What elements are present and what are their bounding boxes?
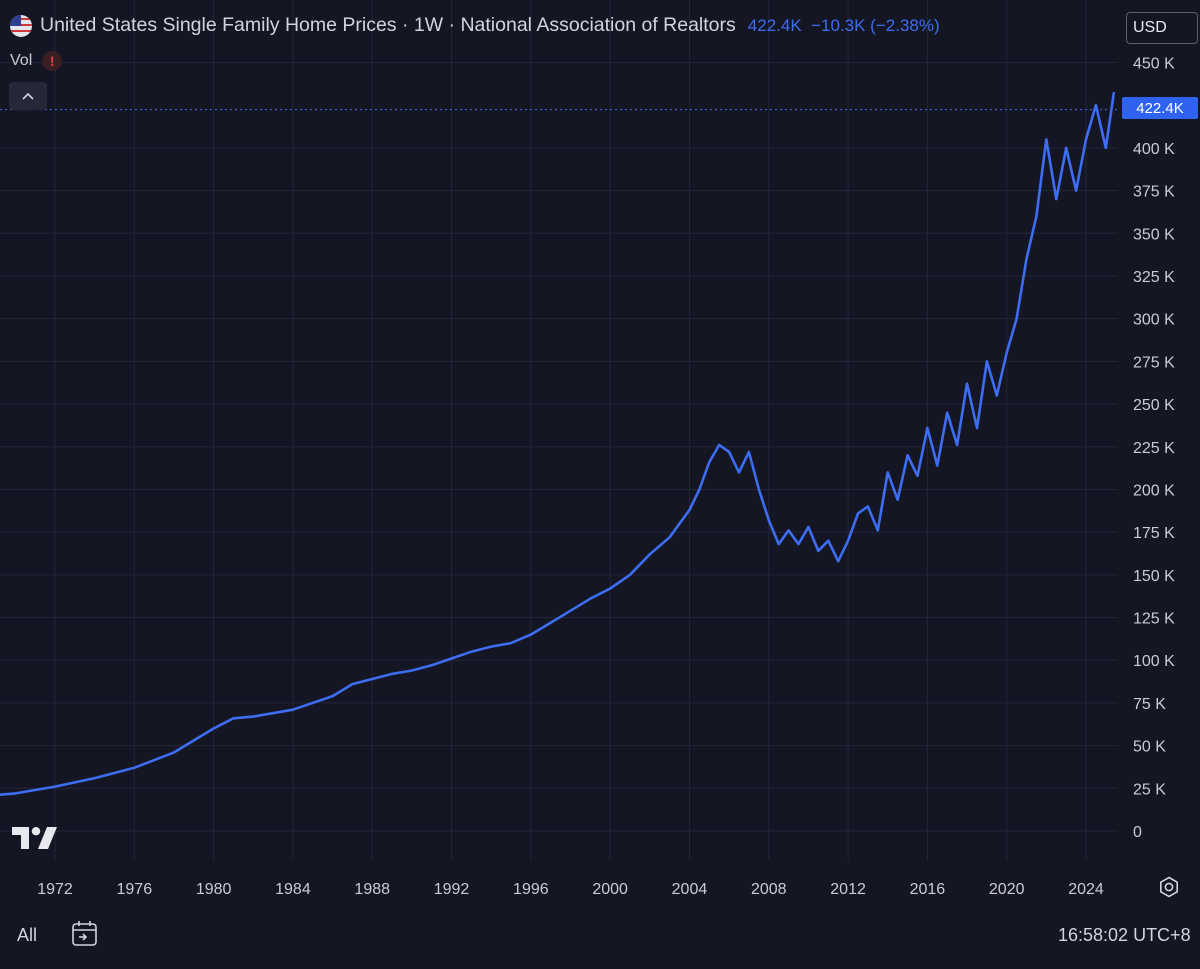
calendar-goto-icon[interactable] (70, 919, 100, 954)
y-tick-label: 400 K (1133, 141, 1175, 158)
y-tick-label: 250 K (1133, 397, 1175, 414)
x-tick-label: 2016 (910, 881, 946, 898)
volume-indicator[interactable]: Vol ! (10, 51, 63, 71)
y-tick-label: 325 K (1133, 269, 1175, 286)
settings-icon[interactable] (1158, 876, 1180, 903)
grid-lines (0, 0, 1118, 860)
y-tick-label: 225 K (1133, 440, 1175, 457)
x-tick-label: 1992 (434, 881, 470, 898)
y-tick-label: 50 K (1133, 739, 1166, 756)
y-tick-label: 125 K (1133, 611, 1175, 628)
price-chart[interactable]: 0 25 K 50 K 75 K 100 K 125 K 150 K 175 K 200 K 22… (0, 0, 1200, 907)
tradingview-logo-icon[interactable] (12, 827, 58, 856)
chart-header: United States Single Family Home Prices … (10, 14, 940, 37)
range-all-button[interactable]: All (17, 925, 38, 945)
x-axis: 1972 1976 1980 1984 1988 1992 1996 2000 2004 2008… (37, 881, 1104, 898)
currency-label: USD (1133, 19, 1167, 36)
chart-title: United States Single Family Home Prices … (40, 14, 736, 36)
y-tick-label: 350 K (1133, 226, 1175, 243)
x-tick-label: 1980 (196, 881, 232, 898)
x-tick-label: 2020 (989, 881, 1025, 898)
y-tick-label: 150 K (1133, 568, 1175, 585)
series-line (0, 91, 1116, 797)
x-tick-label: 1996 (513, 881, 549, 898)
y-tick-label: 0 (1133, 824, 1142, 841)
y-tick-label: 100 K (1133, 653, 1175, 670)
y-tick-label: 300 K (1133, 312, 1175, 329)
bottom-toolbar: All 16:58:02 UTC+8 (0, 907, 1200, 969)
warning-icon[interactable]: ! (42, 51, 63, 71)
currency-selector[interactable]: USD (1126, 12, 1198, 44)
x-tick-label: 1972 (37, 881, 73, 898)
y-tick-label: 375 K (1133, 184, 1175, 201)
us-flag-icon (10, 14, 32, 37)
chevron-up-icon (22, 92, 34, 100)
y-axis: 0 25 K 50 K 75 K 100 K 125 K 150 K 175 K 200 K 22… (1133, 56, 1175, 842)
y-tick-label: 25 K (1133, 781, 1166, 798)
x-tick-label: 1984 (275, 881, 311, 898)
y-tick-label: 450 K (1133, 56, 1175, 73)
x-tick-label: 2012 (830, 881, 866, 898)
clock: 16:58:02 UTC+8 (1058, 925, 1191, 945)
price-quote: 422.4K −10.3K (−2.38%) (747, 15, 940, 35)
last-price-tag: 422.4K (1122, 97, 1198, 119)
vol-label: Vol (10, 52, 33, 69)
x-tick-label: 2024 (1068, 881, 1104, 898)
collapse-legend-button[interactable] (9, 82, 47, 110)
y-tick-label: 75 K (1133, 696, 1166, 713)
x-tick-label: 1988 (354, 881, 390, 898)
y-tick-label: 275 K (1133, 354, 1175, 371)
x-tick-label: 2008 (751, 881, 787, 898)
y-tick-label: 175 K (1133, 525, 1175, 542)
x-tick-label: 2000 (592, 881, 628, 898)
y-tick-label: 200 K (1133, 482, 1175, 499)
x-tick-label: 1976 (117, 881, 153, 898)
x-tick-label: 2004 (672, 881, 708, 898)
